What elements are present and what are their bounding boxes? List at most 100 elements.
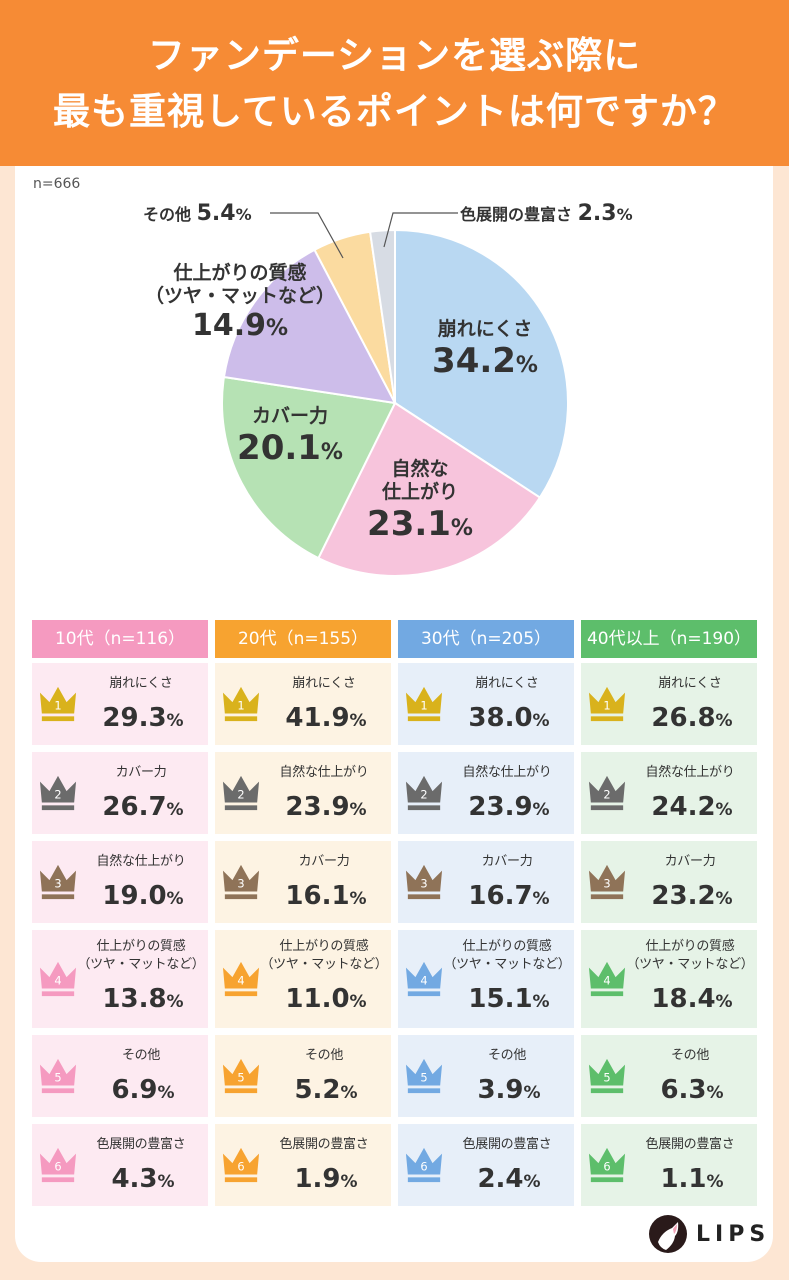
label-value: 20.1 <box>237 427 321 468</box>
rank-row: 1 崩れにくさ 41.9% <box>215 663 391 745</box>
rank-number: 2 <box>420 788 427 802</box>
age-group-header: 30代（n=205） <box>398 620 574 658</box>
item-value: 19.0% <box>82 881 204 911</box>
rank-number: 2 <box>603 788 610 802</box>
item-name-line: カバー力 <box>115 765 167 780</box>
item-name: 色展開の豊富さ <box>440 1136 574 1154</box>
pct: % <box>515 352 538 378</box>
crown-rank-icon: 2 <box>405 775 443 811</box>
value-number: 3.9 <box>477 1075 524 1105</box>
item-name-line: その他 <box>487 1048 527 1063</box>
item-value: 5.2% <box>265 1075 387 1105</box>
label-text: 崩れにくさ <box>437 318 533 340</box>
value-number: 29.3 <box>102 703 167 733</box>
rank-row: 2 自然な仕上がり 23.9% <box>215 752 391 834</box>
rank-number: 1 <box>420 699 427 713</box>
item-name-line: （ツヤ・マットなど） <box>443 957 571 973</box>
item-value: 23.9% <box>448 792 570 822</box>
item-value: 6.9% <box>82 1075 204 1105</box>
pct: % <box>166 992 184 1012</box>
age-group-header: 20代（n=155） <box>215 620 391 658</box>
item-value: 2.4% <box>448 1164 570 1194</box>
pie-label-kuzure: 崩れにくさ 34.2% <box>410 318 560 382</box>
pct: % <box>715 711 733 731</box>
crown-rank-icon: 6 <box>222 1147 260 1183</box>
item-name-line: 色展開の豊富さ <box>96 1137 186 1152</box>
pie-label-other: その他 5.4% <box>143 201 252 226</box>
rank-row: 6 色展開の豊富さ 4.3% <box>32 1124 208 1206</box>
value-number: 15.1 <box>468 984 533 1014</box>
value-number: 16.7 <box>468 881 533 911</box>
crown-rank-icon: 2 <box>588 775 626 811</box>
item-value: 16.7% <box>448 881 570 911</box>
item-name-line: カバー力 <box>481 854 533 869</box>
value-number: 26.8 <box>651 703 716 733</box>
pie-label-cover: カバー力 20.1% <box>225 405 355 469</box>
rank-row: 1 崩れにくさ 29.3% <box>32 663 208 745</box>
pct: % <box>157 1083 175 1103</box>
item-name: 自然な仕上がり <box>257 764 391 782</box>
value-number: 41.9 <box>285 703 350 733</box>
item-value: 11.0% <box>265 984 387 1014</box>
item-name-line: 仕上がりの質感 <box>462 939 552 954</box>
age-group-header: 40代以上（n=190） <box>581 620 757 658</box>
pct: % <box>523 1172 541 1192</box>
pct: % <box>532 800 550 820</box>
rank-row: 6 色展開の豊富さ 1.1% <box>581 1124 757 1206</box>
value-number: 16.1 <box>285 881 350 911</box>
label-text: カバー力 <box>251 405 328 427</box>
value-number: 1.1 <box>660 1164 707 1194</box>
title-line-2: 最も重視しているポイントは何ですか？ <box>53 90 736 133</box>
pct: % <box>532 992 550 1012</box>
crown-rank-icon: 2 <box>39 775 77 811</box>
pct: % <box>265 315 289 341</box>
rank-number: 1 <box>237 699 244 713</box>
title-banner: ファンデーションを選ぶ際に 最も重視しているポイントは何ですか？ <box>0 0 789 166</box>
item-name-line: その他 <box>670 1048 710 1063</box>
rank-number: 3 <box>237 877 244 891</box>
pct: % <box>166 889 184 909</box>
rank-row: 6 色展開の豊富さ 2.4% <box>398 1124 574 1206</box>
lips-logo-text: LIPS <box>696 1221 771 1247</box>
rank-row: 3 カバー力 16.1% <box>215 841 391 923</box>
item-value: 24.2% <box>631 792 753 822</box>
value-number: 38.0 <box>468 703 533 733</box>
pct: % <box>706 1083 724 1103</box>
item-name-line: 崩れにくさ <box>109 676 173 691</box>
leader-line <box>383 212 458 248</box>
pct: % <box>340 1083 358 1103</box>
rank-row: 3 カバー力 16.7% <box>398 841 574 923</box>
rank-row: 2 自然な仕上がり 24.2% <box>581 752 757 834</box>
crown-rank-icon: 3 <box>222 864 260 900</box>
label-value: 23.1 <box>367 503 451 544</box>
item-value: 23.9% <box>265 792 387 822</box>
crown-rank-icon: 1 <box>222 686 260 722</box>
value-number: 23.2 <box>651 881 716 911</box>
rank-row: 3 自然な仕上がり 19.0% <box>32 841 208 923</box>
value-number: 23.9 <box>285 792 350 822</box>
rank-row: 4 仕上がりの質感 （ツヤ・マットなど） 15.1% <box>398 930 574 1028</box>
item-name-line: 自然な仕上がり <box>645 765 735 780</box>
item-name-line: 仕上がりの質感 <box>279 939 369 954</box>
rank-number: 1 <box>603 699 610 713</box>
label-text: 仕上がり <box>381 480 458 503</box>
item-value: 18.4% <box>631 984 753 1014</box>
pct: % <box>340 1172 358 1192</box>
label-text: 自然な <box>391 458 449 480</box>
pct: % <box>349 711 367 731</box>
label-value: 2.3 <box>577 201 617 226</box>
item-name: 自然な仕上がり <box>623 764 757 782</box>
item-name: 仕上がりの質感 （ツヤ・マットなど） <box>440 938 574 974</box>
rank-row: 5 その他 3.9% <box>398 1035 574 1117</box>
rank-row: 4 仕上がりの質感 （ツヤ・マットなど） 18.4% <box>581 930 757 1028</box>
item-value: 3.9% <box>448 1075 570 1105</box>
item-value: 41.9% <box>265 703 387 733</box>
item-name-line: 崩れにくさ <box>475 676 539 691</box>
item-name-line: 仕上がりの質感 <box>645 939 735 954</box>
item-name: その他 <box>623 1047 757 1065</box>
rank-row: 6 色展開の豊富さ 1.9% <box>215 1124 391 1206</box>
value-number: 24.2 <box>651 792 716 822</box>
rank-number: 4 <box>237 974 244 988</box>
value-number: 11.0 <box>285 984 350 1014</box>
rank-number: 3 <box>420 877 427 891</box>
